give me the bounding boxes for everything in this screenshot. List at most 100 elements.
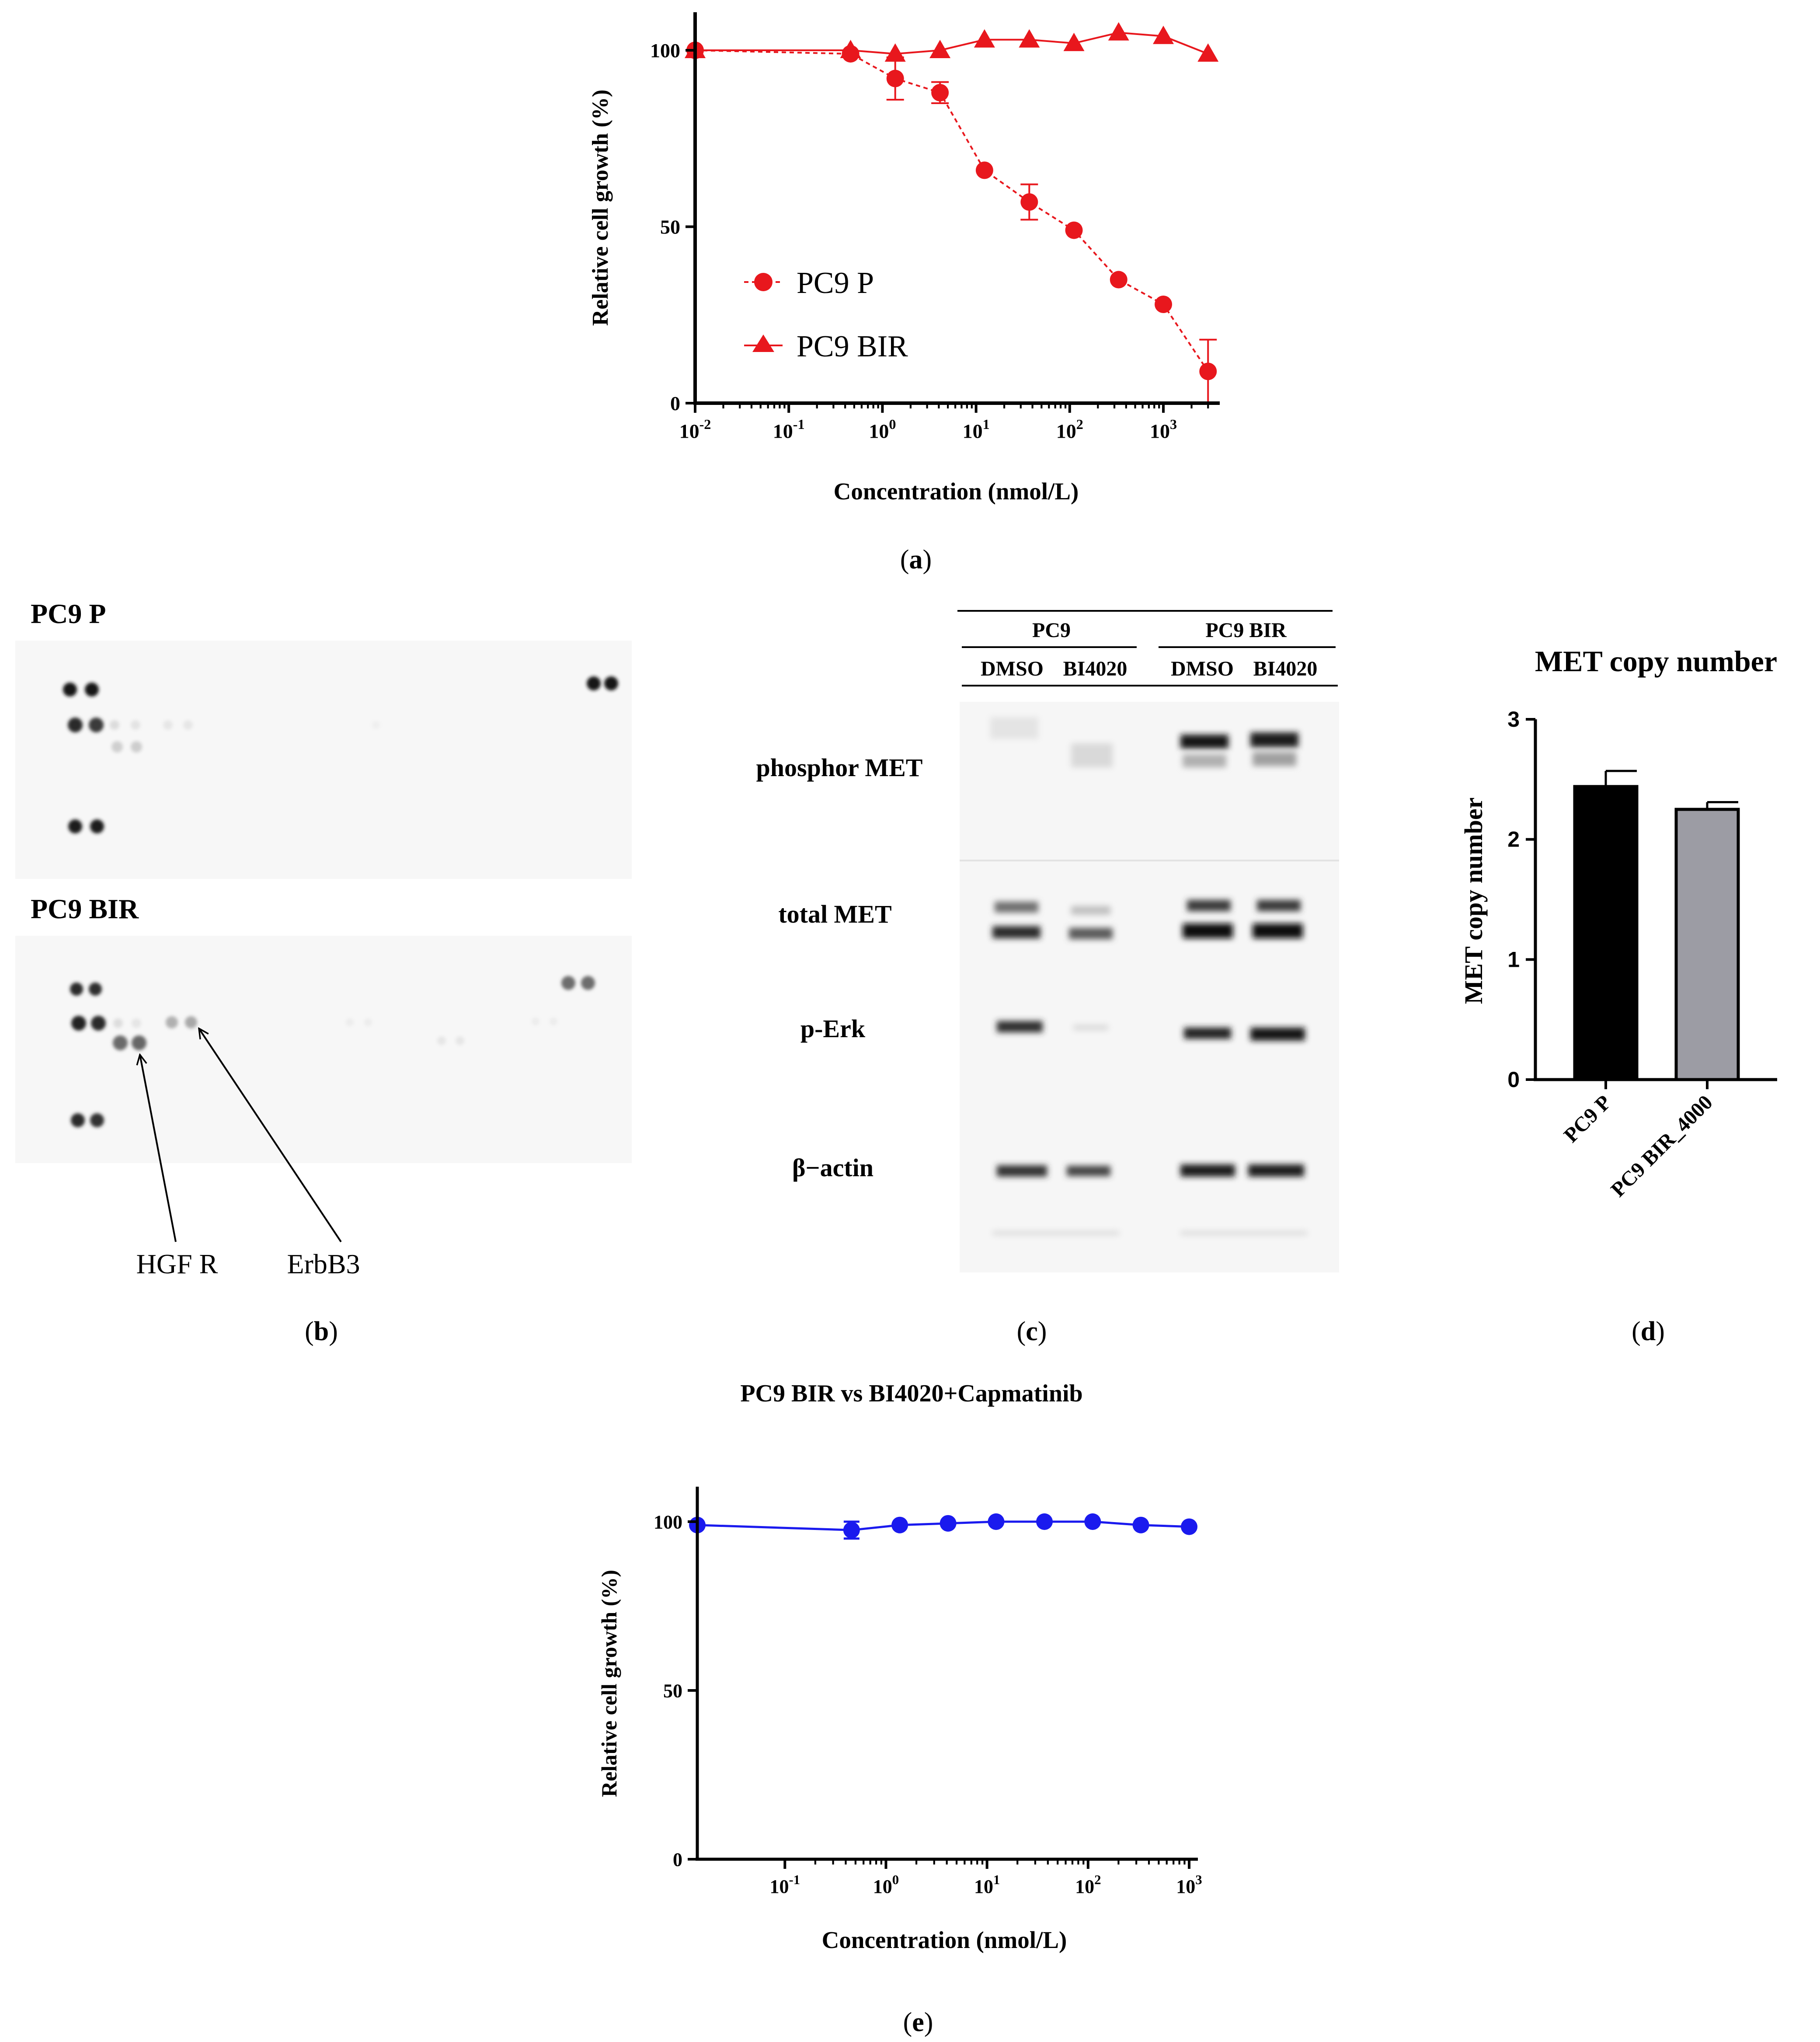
erbb3-arrow xyxy=(199,1028,342,1243)
d-bar-pc9-bir-4000 xyxy=(1674,808,1740,1081)
hgf-r-arrow xyxy=(140,1055,177,1242)
e-point-pc9-bir xyxy=(843,1522,860,1539)
blot-spot xyxy=(604,676,618,690)
a-error-bars xyxy=(886,56,1217,404)
a-point-pc9-bir xyxy=(884,43,906,62)
blot-spot xyxy=(185,1016,197,1028)
band-phospho-met xyxy=(990,717,1298,767)
a-panel-letter: a xyxy=(909,545,923,575)
e-x-tick-base: 10 xyxy=(873,1876,892,1897)
blot-spot xyxy=(372,721,380,729)
e-x-tick-exponent: 2 xyxy=(1094,1872,1101,1887)
c-panel-label: (c) xyxy=(1017,1317,1047,1346)
a-point-pc9-p xyxy=(1155,296,1173,314)
e-y-ticks: 0 50 100 xyxy=(654,1511,697,1870)
e-x-tick-base: 10 xyxy=(769,1876,789,1897)
a-point-pc9-p xyxy=(886,70,904,87)
e-panel-letter: e xyxy=(912,2007,924,2037)
blot-spot xyxy=(85,683,99,697)
blot-band xyxy=(992,1231,1119,1235)
blot-spot xyxy=(89,718,104,732)
a-point-pc9-bir xyxy=(929,40,951,58)
blot-spot xyxy=(113,1035,128,1050)
legend-marker-pc9-bir xyxy=(752,335,774,352)
a-fit-pc9-p xyxy=(695,49,1209,372)
a-x-tick-label-10: 101 xyxy=(963,416,990,443)
c-lane-label-dmso-1: DMSO xyxy=(981,657,1044,680)
a-y-tick-label-0: 0 xyxy=(670,392,680,415)
blot-spot xyxy=(132,1035,146,1050)
a-point-pc9-bir xyxy=(1108,22,1129,41)
blot-band xyxy=(1187,900,1231,911)
c-panel-letter: c xyxy=(1026,1317,1038,1346)
a-point-pc9-p xyxy=(931,84,949,101)
blot-band xyxy=(1067,1166,1110,1176)
c-row-label-total-met: total MET xyxy=(778,900,891,928)
b-blot-title-bottom: PC9 BIR xyxy=(31,893,139,924)
blot-spot xyxy=(166,1016,178,1028)
blot-band xyxy=(1250,1028,1305,1041)
blot-spot xyxy=(113,1018,123,1028)
a-x-tick-label-1: 100 xyxy=(869,416,896,443)
blot-band xyxy=(1184,1028,1231,1039)
d-bars xyxy=(1573,770,1740,1081)
d-bar-pc9-p xyxy=(1573,785,1639,1081)
b-blot-title-top: PC9 P xyxy=(31,598,106,629)
a-x-tick-exponent: 3 xyxy=(1170,416,1177,432)
a-point-pc9-bir xyxy=(840,40,861,58)
blot-spot xyxy=(90,1113,104,1127)
blot-spot xyxy=(183,720,193,730)
a-y-ticks: 0 50 100 xyxy=(650,39,695,415)
blot-spot xyxy=(131,741,142,753)
e-x-tick-base: 10 xyxy=(974,1876,993,1897)
a-x-tick-exponent: 1 xyxy=(983,416,990,432)
blot-band xyxy=(1180,1231,1307,1235)
a-point-pc9-p xyxy=(975,161,993,179)
erbb3-label: ErbB3 xyxy=(287,1248,360,1279)
c-western-blot xyxy=(960,702,1339,1272)
d-y-ticks: 0 1 2 3 xyxy=(1507,707,1535,1092)
b-spots-top xyxy=(63,676,618,833)
panel-b: PC9 P PC9 BIR xyxy=(15,598,632,1346)
blot-spot xyxy=(132,1018,141,1028)
blot-spot xyxy=(89,983,102,996)
e-x-tick-exponent: 1 xyxy=(993,1872,1000,1887)
blot-band xyxy=(995,902,1038,913)
e-x-axis-label: Concentration (nmol/L) xyxy=(822,1927,1067,1953)
d-x-tick-label-pc9-bir-4000: PC9 BIR_4000 xyxy=(1606,1091,1717,1201)
blot-spot xyxy=(110,720,119,730)
a-point-pc9-p xyxy=(1110,271,1127,289)
a-x-tick-base: 10 xyxy=(773,420,793,443)
d-chart-title: MET copy number xyxy=(1535,645,1777,678)
e-y-axis-label: Relative cell growth (%) xyxy=(597,1570,621,1797)
blot-spot xyxy=(91,1016,106,1031)
e-x-tick-exponent: 0 xyxy=(892,1872,899,1887)
a-x-tick-exponent: 0 xyxy=(889,416,896,432)
blot-spot xyxy=(71,1113,85,1127)
band-total-met xyxy=(992,900,1303,939)
e-x-ticks: 10-1 100 101 102 103 xyxy=(769,1859,1202,1897)
a-point-pc9-p xyxy=(1020,193,1038,211)
a-x-tick-exponent: -2 xyxy=(699,416,711,432)
a-y-tick-label-100: 100 xyxy=(650,39,680,62)
blot-spot xyxy=(71,1016,86,1031)
blot-band xyxy=(1069,928,1113,939)
a-y-axis-label: Relative cell growth (%) xyxy=(588,90,613,326)
a-x-tick-base: 10 xyxy=(679,420,699,443)
legend-label-pc9-bir: PC9 BIR xyxy=(797,330,908,363)
blot-spot xyxy=(561,976,575,990)
c-row-label-p-erk: p-Erk xyxy=(800,1014,866,1043)
blot-spot xyxy=(111,741,123,753)
band-beta-actin xyxy=(992,1164,1307,1235)
e-x-tick-base: 10 xyxy=(1176,1876,1195,1897)
e-point-pc9-bir xyxy=(1181,1518,1197,1535)
blot-band xyxy=(990,717,1038,739)
c-row-label-beta-actin: β−actin xyxy=(792,1153,873,1182)
a-x-tick-label-0-1: 10-1 xyxy=(773,416,805,443)
blot-spot xyxy=(70,983,83,996)
blot-spot xyxy=(532,1018,539,1025)
b-panel-label: (b) xyxy=(305,1317,338,1346)
hgf-r-label: HGF R xyxy=(136,1248,218,1279)
blot-band xyxy=(997,1165,1047,1177)
